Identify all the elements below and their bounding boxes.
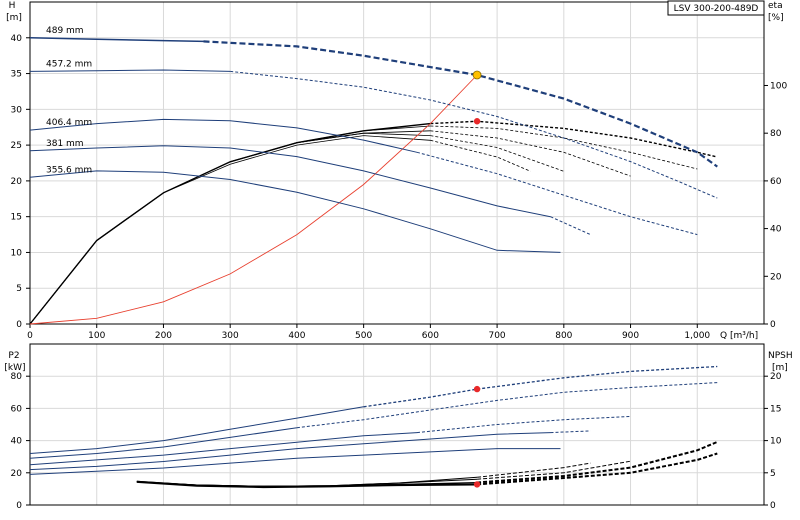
npsh-curve-dashed: [477, 452, 718, 486]
npsh-curve: [136, 480, 478, 489]
duty-point-power: [473, 385, 481, 393]
y-right-tick-label: 100: [770, 81, 787, 91]
y-left-tick-label: 20: [11, 469, 23, 479]
x-tick-label: 1,000: [684, 331, 710, 341]
y-right-tick-label: 40: [770, 225, 782, 235]
y-right-tick-label: 80: [770, 129, 782, 139]
power-curve-dashed: [550, 430, 591, 434]
efficiency-curve-dashed: [430, 120, 718, 158]
y-right-axis-label: eta: [768, 1, 783, 11]
y-right-axis-unit: [m]: [772, 363, 788, 373]
npsh-curve-dashed: [477, 460, 631, 480]
x-tick-label: 800: [555, 331, 572, 341]
x-tick-label: 700: [488, 331, 505, 341]
head-curve-dashed: [416, 151, 698, 236]
y-right-tick-label: 0: [770, 501, 776, 511]
head-curve-3556mm: [29, 170, 561, 253]
efficiency-curve: [29, 135, 431, 325]
power-curve: [29, 448, 561, 475]
y-right-tick-label: 20: [770, 272, 782, 282]
x-tick-label: 300: [222, 331, 239, 341]
efficiency-curve-dashed: [430, 130, 631, 177]
y-left-tick-label: 40: [11, 437, 23, 447]
efficiency-curve-dashed: [430, 125, 698, 170]
head-curve-381mm: [29, 145, 551, 218]
duty-point-head: [472, 70, 482, 80]
head-curve-4572mm: [29, 69, 231, 72]
y-left-tick-label: 60: [11, 404, 23, 414]
head-curve-dashed: [550, 216, 591, 236]
system-curve: [29, 74, 478, 325]
y-left-tick-label: 0: [16, 501, 22, 511]
npsh-curve-dashed: [477, 462, 591, 478]
y-left-tick-label: 0: [16, 320, 22, 330]
head-curve-4064mm: [29, 118, 418, 153]
x-axis-label: Q [m³/h]: [720, 331, 758, 341]
x-tick-label: 900: [622, 331, 639, 341]
y-left-tick-label: 15: [11, 213, 22, 223]
y-left-axis-label: P2: [8, 351, 19, 361]
head-curve-label: 406.4 mm: [46, 118, 92, 128]
y-left-tick-label: 25: [11, 141, 22, 151]
plot-frame-head: [29, 1, 765, 325]
y-right-tick-label: 15: [770, 404, 781, 414]
y-left-tick-label: 20: [11, 177, 23, 187]
y-right-tick-label: 20: [770, 372, 782, 382]
x-tick-label: 600: [422, 331, 439, 341]
duty-point-npsh: [473, 481, 481, 488]
y-left-axis-unit: [kW]: [4, 363, 25, 373]
x-tick-label: 400: [288, 331, 305, 341]
y-right-tick-label: 5: [770, 469, 776, 479]
y-left-tick-label: 10: [11, 248, 23, 258]
head-curve-label: 381 mm: [46, 139, 84, 149]
y-left-tick-label: 80: [11, 372, 23, 382]
x-tick-label: 0: [27, 331, 33, 341]
y-left-axis-unit: [m]: [6, 13, 22, 23]
head-curve-label: 489 mm: [46, 26, 84, 36]
x-tick-label: 200: [155, 331, 172, 341]
power-curve-dashed: [416, 415, 631, 434]
head-curve-label: 457.2 mm: [46, 59, 92, 69]
y-right-tick-label: 60: [770, 177, 782, 187]
y-right-tick-label: 0: [770, 320, 776, 330]
duty-point-efficiency: [473, 118, 481, 125]
npsh-curve: [136, 476, 478, 487]
power-curve-dashed: [363, 365, 718, 408]
x-tick-label: 100: [88, 331, 105, 341]
title-box: [667, 0, 765, 16]
y-right-axis-label: NPSH: [768, 351, 793, 361]
npsh-curve-dashed: [477, 440, 718, 484]
y-left-axis-label: H: [9, 1, 16, 11]
power-curve: [29, 432, 418, 466]
y-right-axis-unit: [%]: [768, 13, 784, 23]
chart-title: LSV 300-200-489D: [674, 4, 759, 14]
y-left-tick-label: 5: [16, 284, 22, 294]
y-left-tick-label: 40: [11, 34, 23, 44]
y-right-tick-label: 10: [770, 437, 782, 447]
efficiency-curve-dashed: [430, 135, 564, 172]
head-curve-label: 355.6 mm: [46, 165, 92, 175]
power-curve-dashed: [296, 382, 718, 429]
plot-frame-power: [29, 343, 765, 506]
y-left-tick-label: 35: [11, 70, 22, 80]
head-curve-489mm: [29, 37, 204, 43]
power-curve: [29, 406, 364, 454]
power-curve: [29, 432, 551, 471]
power-curve: [29, 427, 297, 459]
x-tick-label: 500: [355, 331, 372, 341]
efficiency-curve-dashed: [430, 139, 531, 172]
head-curve-dashed: [230, 70, 718, 199]
y-left-tick-label: 30: [11, 105, 23, 115]
